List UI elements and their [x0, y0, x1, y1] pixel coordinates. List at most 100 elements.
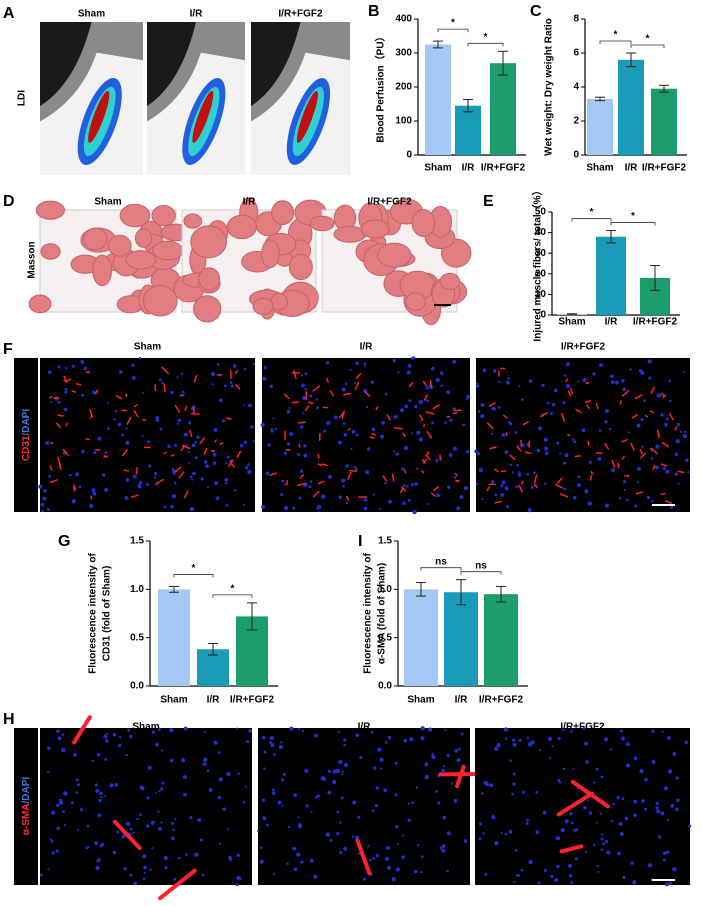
nucleus — [629, 368, 632, 371]
significance-label: * — [646, 34, 650, 45]
nucleus — [404, 405, 408, 409]
nucleus — [675, 472, 679, 476]
nucleus — [633, 813, 637, 817]
nucleus — [466, 450, 469, 453]
nucleus — [633, 800, 637, 804]
nucleus — [260, 860, 264, 864]
nucleus — [336, 832, 339, 835]
nucleus — [478, 410, 480, 412]
nucleus — [510, 464, 512, 466]
nucleus — [436, 493, 440, 497]
nucleus — [177, 376, 179, 378]
vessel — [72, 391, 75, 392]
nucleus — [480, 414, 484, 418]
nucleus — [668, 769, 672, 773]
nucleus — [40, 874, 43, 877]
nucleus — [327, 791, 331, 795]
fiber — [253, 298, 273, 314]
nucleus — [491, 815, 495, 819]
nucleus — [451, 782, 453, 784]
nucleus — [519, 739, 522, 742]
nucleus — [105, 739, 109, 743]
nucleus — [218, 751, 221, 754]
nucleus — [336, 769, 340, 773]
nucleus — [623, 480, 626, 483]
nucleus — [158, 827, 162, 831]
vessel — [287, 481, 288, 485]
nucleus — [86, 846, 89, 849]
nucleus — [41, 510, 43, 512]
nucleus — [526, 819, 529, 822]
panel-letter: E — [483, 193, 494, 210]
nucleus — [494, 747, 498, 751]
nucleus — [219, 777, 223, 781]
nucleus — [544, 438, 548, 442]
fiber — [41, 244, 60, 259]
micrograph — [174, 198, 326, 322]
nucleus — [667, 736, 671, 740]
nucleus — [233, 364, 237, 368]
fiber — [227, 215, 256, 238]
nucleus — [605, 409, 609, 413]
nucleus — [395, 452, 398, 455]
nucleus — [155, 792, 157, 794]
nucleus — [119, 370, 123, 374]
nucleus — [601, 848, 604, 851]
vessel — [395, 428, 403, 429]
nucleus — [519, 471, 521, 473]
nucleus — [284, 483, 286, 485]
nucleus — [226, 772, 230, 776]
micrograph — [40, 22, 143, 175]
nucleus — [207, 769, 209, 771]
nucleus — [219, 399, 223, 403]
nucleus — [481, 792, 484, 795]
nucleus — [297, 453, 300, 456]
nucleus — [676, 776, 679, 779]
nucleus — [660, 811, 664, 815]
nucleus — [250, 425, 253, 428]
nucleus — [447, 754, 450, 757]
nucleus — [651, 457, 654, 460]
nucleus — [89, 504, 93, 508]
nucleus — [556, 442, 559, 445]
nucleus — [648, 359, 652, 363]
nucleus — [373, 766, 376, 769]
nucleus — [572, 438, 574, 440]
nucleus — [359, 756, 362, 759]
nucleus — [280, 493, 283, 496]
nucleus — [224, 478, 228, 482]
nucleus — [569, 874, 573, 878]
nucleus — [380, 758, 384, 762]
nucleus — [545, 452, 549, 456]
nucleus — [155, 743, 159, 747]
nucleus — [224, 384, 227, 387]
image-title: I/R — [243, 197, 257, 208]
nucleus — [172, 494, 176, 498]
nucleus — [419, 420, 421, 422]
nucleus — [194, 441, 197, 444]
nucleus — [297, 816, 299, 818]
nucleus — [275, 427, 277, 429]
nucleus — [151, 847, 153, 849]
nucleus — [663, 852, 667, 856]
nucleus — [397, 843, 399, 845]
nucleus — [286, 862, 288, 864]
nucleus — [192, 472, 196, 476]
nucleus — [507, 377, 510, 380]
nucleus — [662, 731, 664, 733]
nucleus — [130, 828, 133, 831]
nucleus — [684, 431, 687, 434]
nucleus — [151, 821, 155, 825]
nucleus — [626, 763, 630, 767]
micrograph — [147, 22, 245, 175]
nucleus — [160, 788, 163, 791]
nucleus — [71, 801, 74, 804]
nucleus — [209, 788, 213, 792]
nucleus — [669, 881, 672, 884]
nucleus — [336, 811, 339, 814]
nucleus — [201, 477, 204, 480]
nucleus — [99, 792, 103, 796]
nucleus — [174, 482, 177, 485]
nucleus — [346, 502, 348, 504]
y-tick-label: 100 — [395, 116, 412, 127]
